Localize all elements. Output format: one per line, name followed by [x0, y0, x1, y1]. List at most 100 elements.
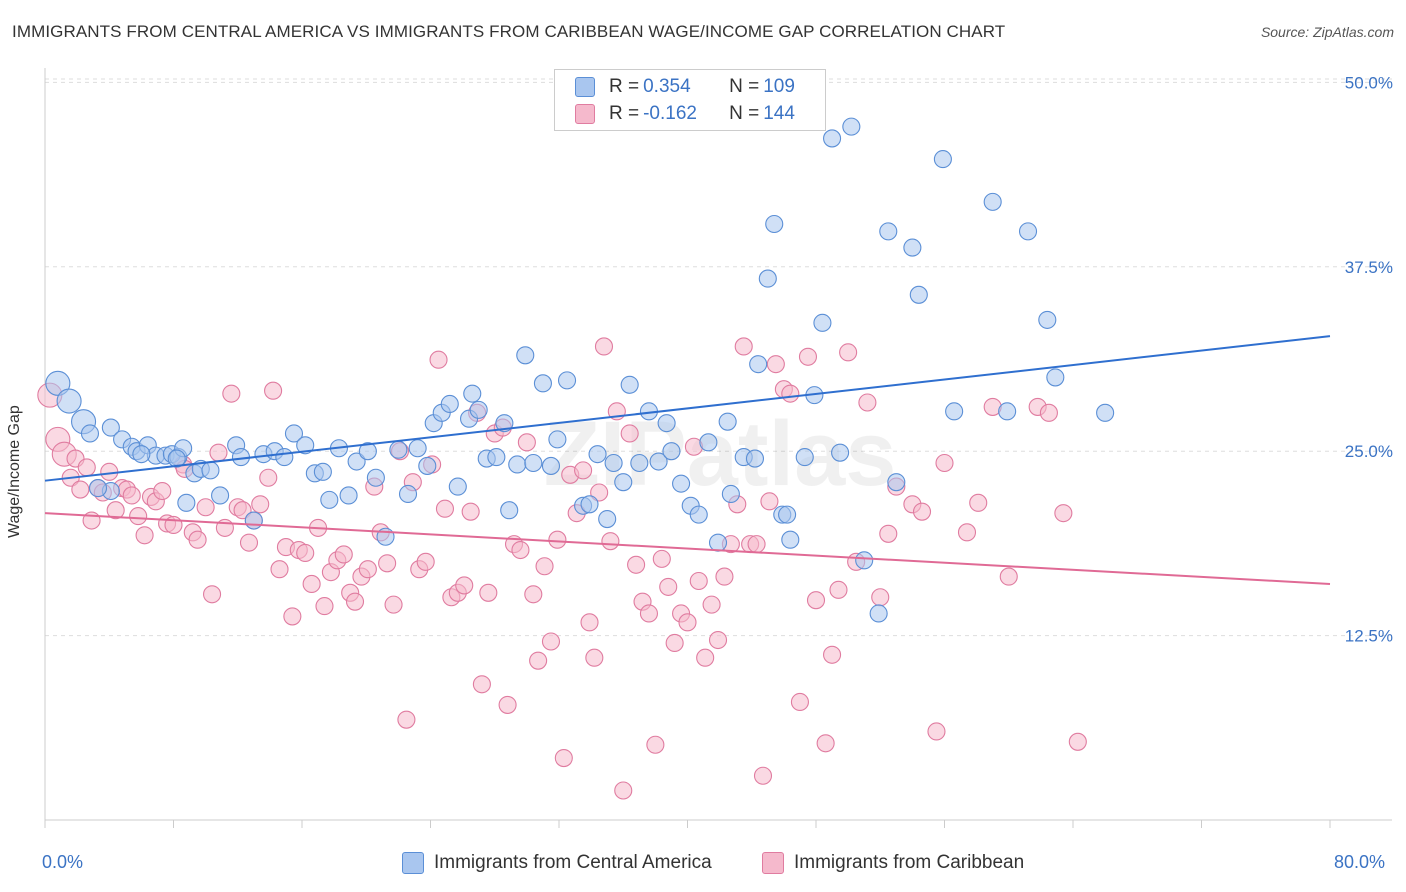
caribbean-point	[659, 577, 678, 596]
central-america-point	[339, 486, 358, 505]
caribbean-point	[696, 648, 715, 667]
central-america-point	[998, 402, 1017, 421]
caribbean-point	[479, 583, 498, 602]
r-value: -0.162	[643, 103, 697, 124]
central-america-point	[132, 445, 151, 464]
central-america-point	[469, 400, 488, 419]
pink-swatch	[575, 104, 595, 124]
caribbean-point	[384, 595, 403, 614]
caribbean-point	[529, 651, 548, 670]
central-america-point	[903, 238, 922, 257]
gridlines	[45, 78, 1392, 637]
central-america-point	[45, 370, 71, 396]
central-america-point	[781, 530, 800, 549]
central-america-point	[983, 192, 1002, 211]
caribbean-point	[283, 607, 302, 626]
caribbean-point	[627, 555, 646, 574]
caribbean-point	[233, 501, 252, 520]
axes	[44, 68, 1392, 828]
caribbean-point	[585, 648, 604, 667]
caribbean-point	[702, 595, 721, 614]
caribbean-point	[1054, 504, 1073, 523]
central-america-point	[813, 313, 832, 332]
central-america-point	[508, 455, 527, 474]
caribbean-point	[652, 549, 671, 568]
central-america-point	[662, 442, 681, 461]
central-america-point	[201, 461, 220, 480]
central-america-point	[389, 440, 408, 459]
central-america-point	[487, 448, 506, 467]
central-america-point	[80, 424, 100, 443]
central-america-point	[945, 402, 964, 421]
y-tick-label: 12.5%	[1345, 627, 1393, 646]
caribbean-point	[957, 523, 977, 542]
caribbean-point	[969, 493, 988, 512]
central-america-point	[721, 484, 740, 504]
caribbean-point	[77, 458, 96, 477]
central-america-point	[177, 493, 196, 512]
caribbean-point	[315, 597, 334, 616]
central-america-point	[313, 462, 332, 481]
caribbean-point	[209, 443, 228, 462]
central-america-point	[275, 448, 294, 467]
central-america-point	[88, 479, 108, 498]
central-america-point	[689, 505, 708, 524]
pink-swatch	[762, 852, 784, 874]
caribbean-point	[823, 645, 842, 664]
central-america-trend-line	[44, 335, 1331, 482]
caribbean-point	[766, 355, 785, 374]
central-america-point	[598, 509, 617, 529]
caribbean-point	[203, 585, 222, 604]
central-america-point	[879, 222, 898, 241]
caribbean-point	[511, 540, 530, 560]
caribbean-point	[135, 526, 154, 545]
central-america-point	[211, 486, 230, 505]
central-america-point	[823, 129, 842, 148]
caribbean-point	[858, 393, 877, 412]
central-america-point	[101, 418, 120, 437]
caribbean-point	[747, 535, 766, 554]
y-tick-label: 50.0%	[1345, 73, 1393, 92]
central-america-point	[749, 355, 768, 374]
caribbean-point	[122, 486, 141, 505]
legend-label: Immigrants from Caribbean	[794, 852, 1025, 873]
source-credit: Source: ZipAtlas.com	[1260, 24, 1394, 40]
central-america-point	[614, 473, 633, 492]
central-america-point	[296, 436, 315, 455]
caribbean-point	[358, 560, 377, 579]
central-america-point	[831, 443, 850, 462]
legend-item-central-america[interactable]: Immigrants from Central America	[402, 852, 712, 874]
caribbean-point	[106, 501, 125, 520]
caribbean-trend-line	[44, 512, 1331, 585]
caribbean-point	[715, 567, 734, 586]
caribbean-point	[554, 748, 573, 768]
central-america-point	[855, 551, 874, 570]
caribbean-point	[302, 574, 321, 594]
caribbean-point	[999, 567, 1018, 586]
central-america-point	[366, 468, 385, 487]
caribbean-point	[239, 533, 259, 552]
central-america-point	[909, 285, 928, 304]
caribbean-point	[594, 337, 614, 356]
caribbean-point	[153, 481, 172, 501]
legend-row-central-america: R = 0.354 N = 109	[575, 75, 795, 99]
central-america-point	[516, 346, 535, 365]
caribbean-point	[798, 347, 818, 366]
caribbean-point	[548, 530, 567, 549]
central-america-point	[284, 424, 304, 443]
caribbean-point	[689, 571, 708, 591]
caribbean-point	[580, 613, 599, 632]
central-america-point	[500, 501, 519, 520]
central-america-point	[588, 445, 607, 464]
legend-item-caribbean[interactable]: Immigrants from Caribbean	[762, 852, 1024, 874]
caribbean-point	[296, 543, 315, 563]
caribbean-point	[345, 592, 365, 611]
caribbean-point	[435, 499, 455, 518]
central-america-point	[745, 449, 765, 468]
caribbean-point	[620, 424, 639, 443]
central-america-point	[842, 117, 861, 136]
central-america-point	[557, 371, 577, 390]
caribbean-point	[196, 498, 215, 517]
y-axis-title: Wage/Income Gap	[6, 405, 23, 538]
